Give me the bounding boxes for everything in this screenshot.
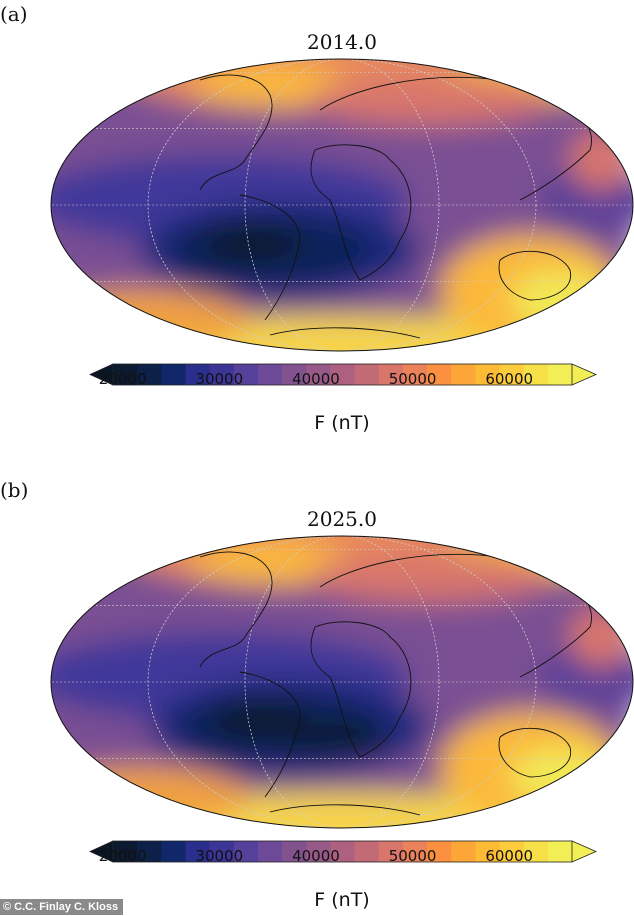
map-boundary (50, 58, 634, 352)
colorbar-segment (209, 364, 235, 385)
colorbar-over-triangle (571, 363, 597, 386)
colorbar-segment (354, 364, 380, 385)
colorbar-tick-label: 20000 (98, 370, 147, 388)
colorbar-segment (233, 841, 259, 862)
colorbar-segment (499, 841, 525, 862)
colorbar-segment (330, 364, 356, 385)
colorbar-label-b: F (nT) (314, 889, 370, 911)
colorbar-segment (282, 364, 307, 385)
colorbar-segment (282, 841, 307, 862)
colorbar-tick-label: 50000 (388, 847, 437, 865)
colorbar-segment (161, 364, 186, 385)
colorbar-segment (233, 364, 259, 385)
colorbar-segment (451, 841, 476, 862)
colorbar-tick-label: 60000 (485, 370, 534, 388)
colorbar-segment (185, 364, 211, 385)
colorbar-segment (330, 841, 356, 862)
colorbar-tick-label: 30000 (195, 370, 244, 388)
colorbar-segment (137, 364, 162, 385)
colorbar-segment (475, 841, 501, 862)
colorbar-tick-label: 40000 (292, 847, 340, 865)
colorbar-segment (427, 841, 452, 862)
colorbar-over-triangle (571, 840, 597, 863)
colorbar-segment (306, 841, 331, 862)
colorbar-segment (547, 841, 573, 862)
colorbar-tick-label: 20000 (98, 847, 147, 865)
colorbar-segment (137, 841, 162, 862)
colorbar-segment (209, 841, 235, 862)
colorbar-tick-label: 30000 (195, 847, 244, 865)
colorbar-segment (354, 841, 380, 862)
field-map-2025 (50, 535, 634, 829)
colorbar-tick-label: 50000 (388, 370, 437, 388)
field-map-2014 (50, 58, 634, 352)
colorbar-segment (378, 364, 404, 385)
map-title-a: 2014.0 (307, 30, 377, 54)
colorbar-segment (475, 364, 501, 385)
colorbar-segment (402, 364, 428, 385)
map-title-b: 2025.0 (307, 507, 377, 531)
colorbar-label-a: F (nT) (314, 412, 370, 434)
colorbar-segment (185, 841, 211, 862)
colorbar-segment (523, 364, 549, 385)
panel-label-b: (b) (0, 478, 29, 502)
colorbar-segment (427, 364, 452, 385)
colorbar-segment (161, 841, 186, 862)
colorbar-segment (257, 364, 283, 385)
colorbar-segment (257, 841, 283, 862)
colorbar-tick-label: 60000 (485, 847, 534, 865)
colorbar-a (89, 363, 597, 386)
colorbar-segment (523, 841, 549, 862)
colorbar-segment (547, 364, 573, 385)
colorbar-segment (113, 364, 138, 385)
colorbar-segment (402, 841, 428, 862)
colorbar-b (89, 840, 597, 863)
colorbar-segment (499, 364, 525, 385)
colorbar-segment (378, 841, 404, 862)
panel-label-a: (a) (0, 2, 28, 26)
colorbar-segment (113, 841, 138, 862)
image-credit: © C.C. Finlay C. Kloss (0, 899, 124, 915)
colorbar-segment (451, 364, 476, 385)
colorbar-tick-label: 40000 (292, 370, 340, 388)
colorbar-segment (306, 364, 331, 385)
map-boundary (50, 535, 634, 829)
